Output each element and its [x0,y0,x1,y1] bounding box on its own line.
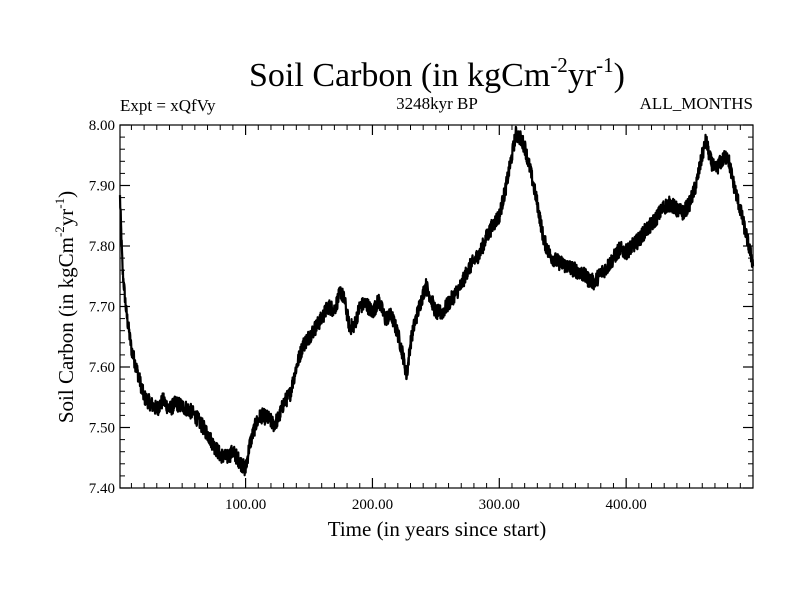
y-tick-label-7.70: 7.70 [89,300,115,316]
x-tick-label-300.00: 300.00 [479,497,520,513]
x-tick-label-200.00: 200.00 [352,497,393,513]
x-axis-label: Time (in years since start) [328,517,547,541]
x-tick-label-100.00: 100.00 [225,497,266,513]
x-tick-label-400.00: 400.00 [606,497,647,513]
y-axis-label: Soil Carbon (in kgCm-2yr-1) [52,191,78,423]
x-axis-ticks: 100.00 200.00 300.00 400.00 [225,125,647,513]
minor-ticks [120,125,753,488]
y-tick-label-7.90: 7.90 [89,179,115,195]
y-tick-label-7.80: 7.80 [89,239,115,255]
y-tick-label-8.00: 8.00 [89,118,115,134]
series-line-soil-carbon [118,125,755,477]
period-label: 3248kyr BP [396,94,478,113]
y-axis-ticks: 7.40 7.50 7.60 7.70 7.80 7.90 8.00 [89,118,753,497]
chart-title: Soil Carbon (in kgCm-2yr-1) [249,53,625,94]
y-tick-label-7.40: 7.40 [89,481,115,497]
experiment-label: Expt = xQfVy [120,96,216,115]
y-tick-label-7.60: 7.60 [89,360,115,376]
months-label: ALL_MONTHS [640,94,753,113]
y-tick-label-7.50: 7.50 [89,421,115,437]
